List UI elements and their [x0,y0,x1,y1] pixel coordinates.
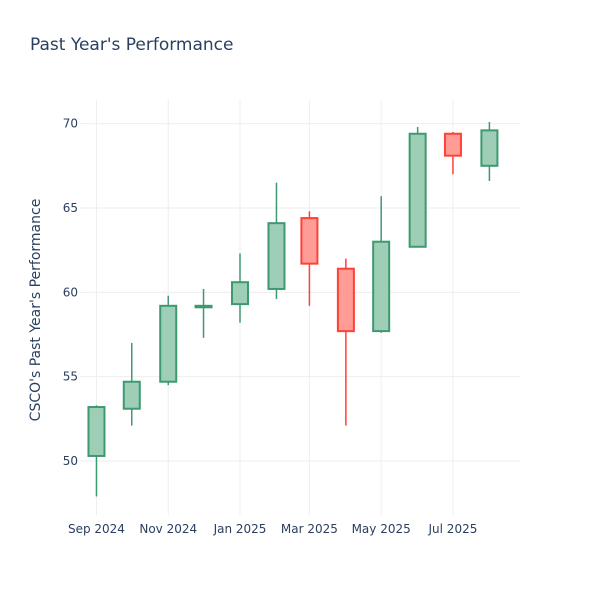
candle-increasing [408,126,427,248]
candle-increasing [194,288,213,338]
y-tick-label: 65 [63,201,78,215]
x-tick-label: Mar 2025 [281,522,338,536]
x-tick-label: Sep 2024 [68,522,125,536]
candle-increasing [267,182,286,300]
candle-body [300,217,319,265]
grid-lines [80,100,520,515]
y-axis-ticks: 50 55 60 65 70 [63,117,78,468]
candle-body [408,132,427,248]
candle-increasing [372,196,391,333]
candle-body [122,380,141,410]
candle-body [336,267,355,333]
candle-body [372,240,391,333]
candle-increasing [480,121,499,181]
candle-increasing [87,405,106,497]
y-axis-label: CSCO's Past Year's Performance [28,199,44,422]
candle-body [231,281,249,306]
candle-increasing [122,342,141,426]
candle-increasing [159,295,178,386]
candle-body [194,304,213,309]
candle-increasing [231,253,249,323]
x-tick-label: Jul 2025 [428,522,478,536]
chart-title: Past Year's Performance [30,35,234,55]
candles [87,121,499,497]
candle-body [267,222,286,290]
x-tick-label: Nov 2024 [139,522,197,536]
candle-body [443,132,462,157]
x-axis-ticks: Sep 2024 Nov 2024 Jan 2025 Mar 2025 May 2025… [68,522,477,536]
y-tick-label: 50 [63,454,78,468]
candle-body [87,406,106,457]
x-tick-label: Jan 2025 [213,522,267,536]
y-tick-label: 55 [63,370,78,384]
y-tick-label: 60 [63,285,78,299]
y-tick-label: 70 [63,117,78,131]
candle-decreasing [443,132,462,175]
candle-decreasing [336,258,355,426]
x-tick-label: May 2025 [352,522,411,536]
candle-body [480,129,499,167]
candle-decreasing [300,211,319,306]
candle-body [159,304,178,383]
